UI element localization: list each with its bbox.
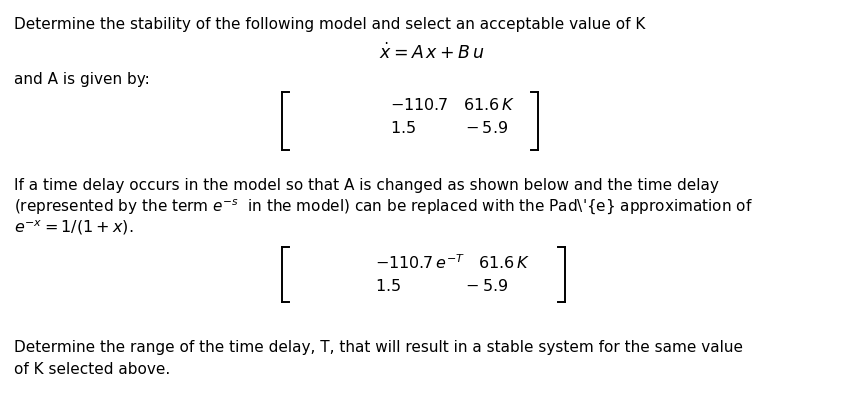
Text: $-110.7\,e^{-T}\quad 61.6\,K$: $-110.7\,e^{-T}\quad 61.6\,K$ [375,253,530,272]
Text: $e^{-x} = 1/(1 + x)$.: $e^{-x} = 1/(1 + x)$. [14,218,133,236]
Text: $1.5\qquad\qquad -5.9$: $1.5\qquad\qquad -5.9$ [375,278,509,294]
Text: Determine the range of the time delay, T, that will result in a stable system fo: Determine the range of the time delay, T… [14,340,743,355]
Text: $-110.7\quad 61.6\,K$: $-110.7\quad 61.6\,K$ [390,97,516,113]
Text: If a time delay occurs in the model so that A is changed as shown below and the : If a time delay occurs in the model so t… [14,178,719,193]
Text: of K selected above.: of K selected above. [14,362,170,377]
Text: $1.5\qquad\quad -5.9$: $1.5\qquad\quad -5.9$ [390,120,508,136]
Text: (represented by the term $e^{-s}$  in the model) can be replaced with the Pad\'{: (represented by the term $e^{-s}$ in the… [14,198,753,217]
Text: Determine the stability of the following model and select an acceptable value of: Determine the stability of the following… [14,17,645,32]
Text: and A is given by:: and A is given by: [14,72,150,87]
Text: $\dot{x} = A\,x + B\,u$: $\dot{x} = A\,x + B\,u$ [380,43,484,63]
